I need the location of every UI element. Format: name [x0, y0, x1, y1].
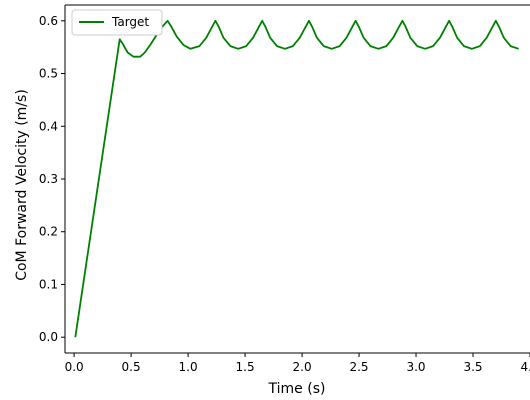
y-tick-label: 0.3	[39, 172, 58, 186]
series-layer	[74, 19, 519, 338]
x-tick-label: 0.0	[65, 360, 84, 374]
x-axis-label: Time (s)	[268, 381, 326, 397]
y-axis-label: CoM Forward Velocity (m/s)	[14, 89, 30, 281]
legend-label-target: Target	[111, 15, 149, 29]
y-tick-label: 0.2	[39, 225, 58, 239]
y-tick-label: 0.4	[39, 119, 58, 133]
series-line-target	[74, 19, 519, 338]
x-tick-label: 2.5	[349, 360, 368, 374]
x-tick-label: 1.0	[179, 360, 198, 374]
x-tick-label: 1.5	[236, 360, 255, 374]
x-tick-label: 3.0	[406, 360, 425, 374]
x-tick-label: 0.5	[122, 360, 141, 374]
y-tick-label: 0.1	[39, 277, 58, 291]
y-tick-label: 0.5	[39, 67, 58, 81]
legend: Target	[71, 9, 163, 36]
x-tick-label: 4.0	[520, 360, 530, 374]
y-tick-label: 0.6	[39, 14, 58, 28]
axes: 0.0 0.5 1.0 1.5 2.0 2.5 3.0 3.5 4.0 0.0 0.1 0.2 0.3 0…	[39, 4, 530, 374]
x-tick-label: 3.5	[463, 360, 482, 374]
y-tick-label: 0.0	[39, 330, 58, 344]
legend-box	[71, 9, 163, 36]
x-tick-label: 2.0	[293, 360, 312, 374]
